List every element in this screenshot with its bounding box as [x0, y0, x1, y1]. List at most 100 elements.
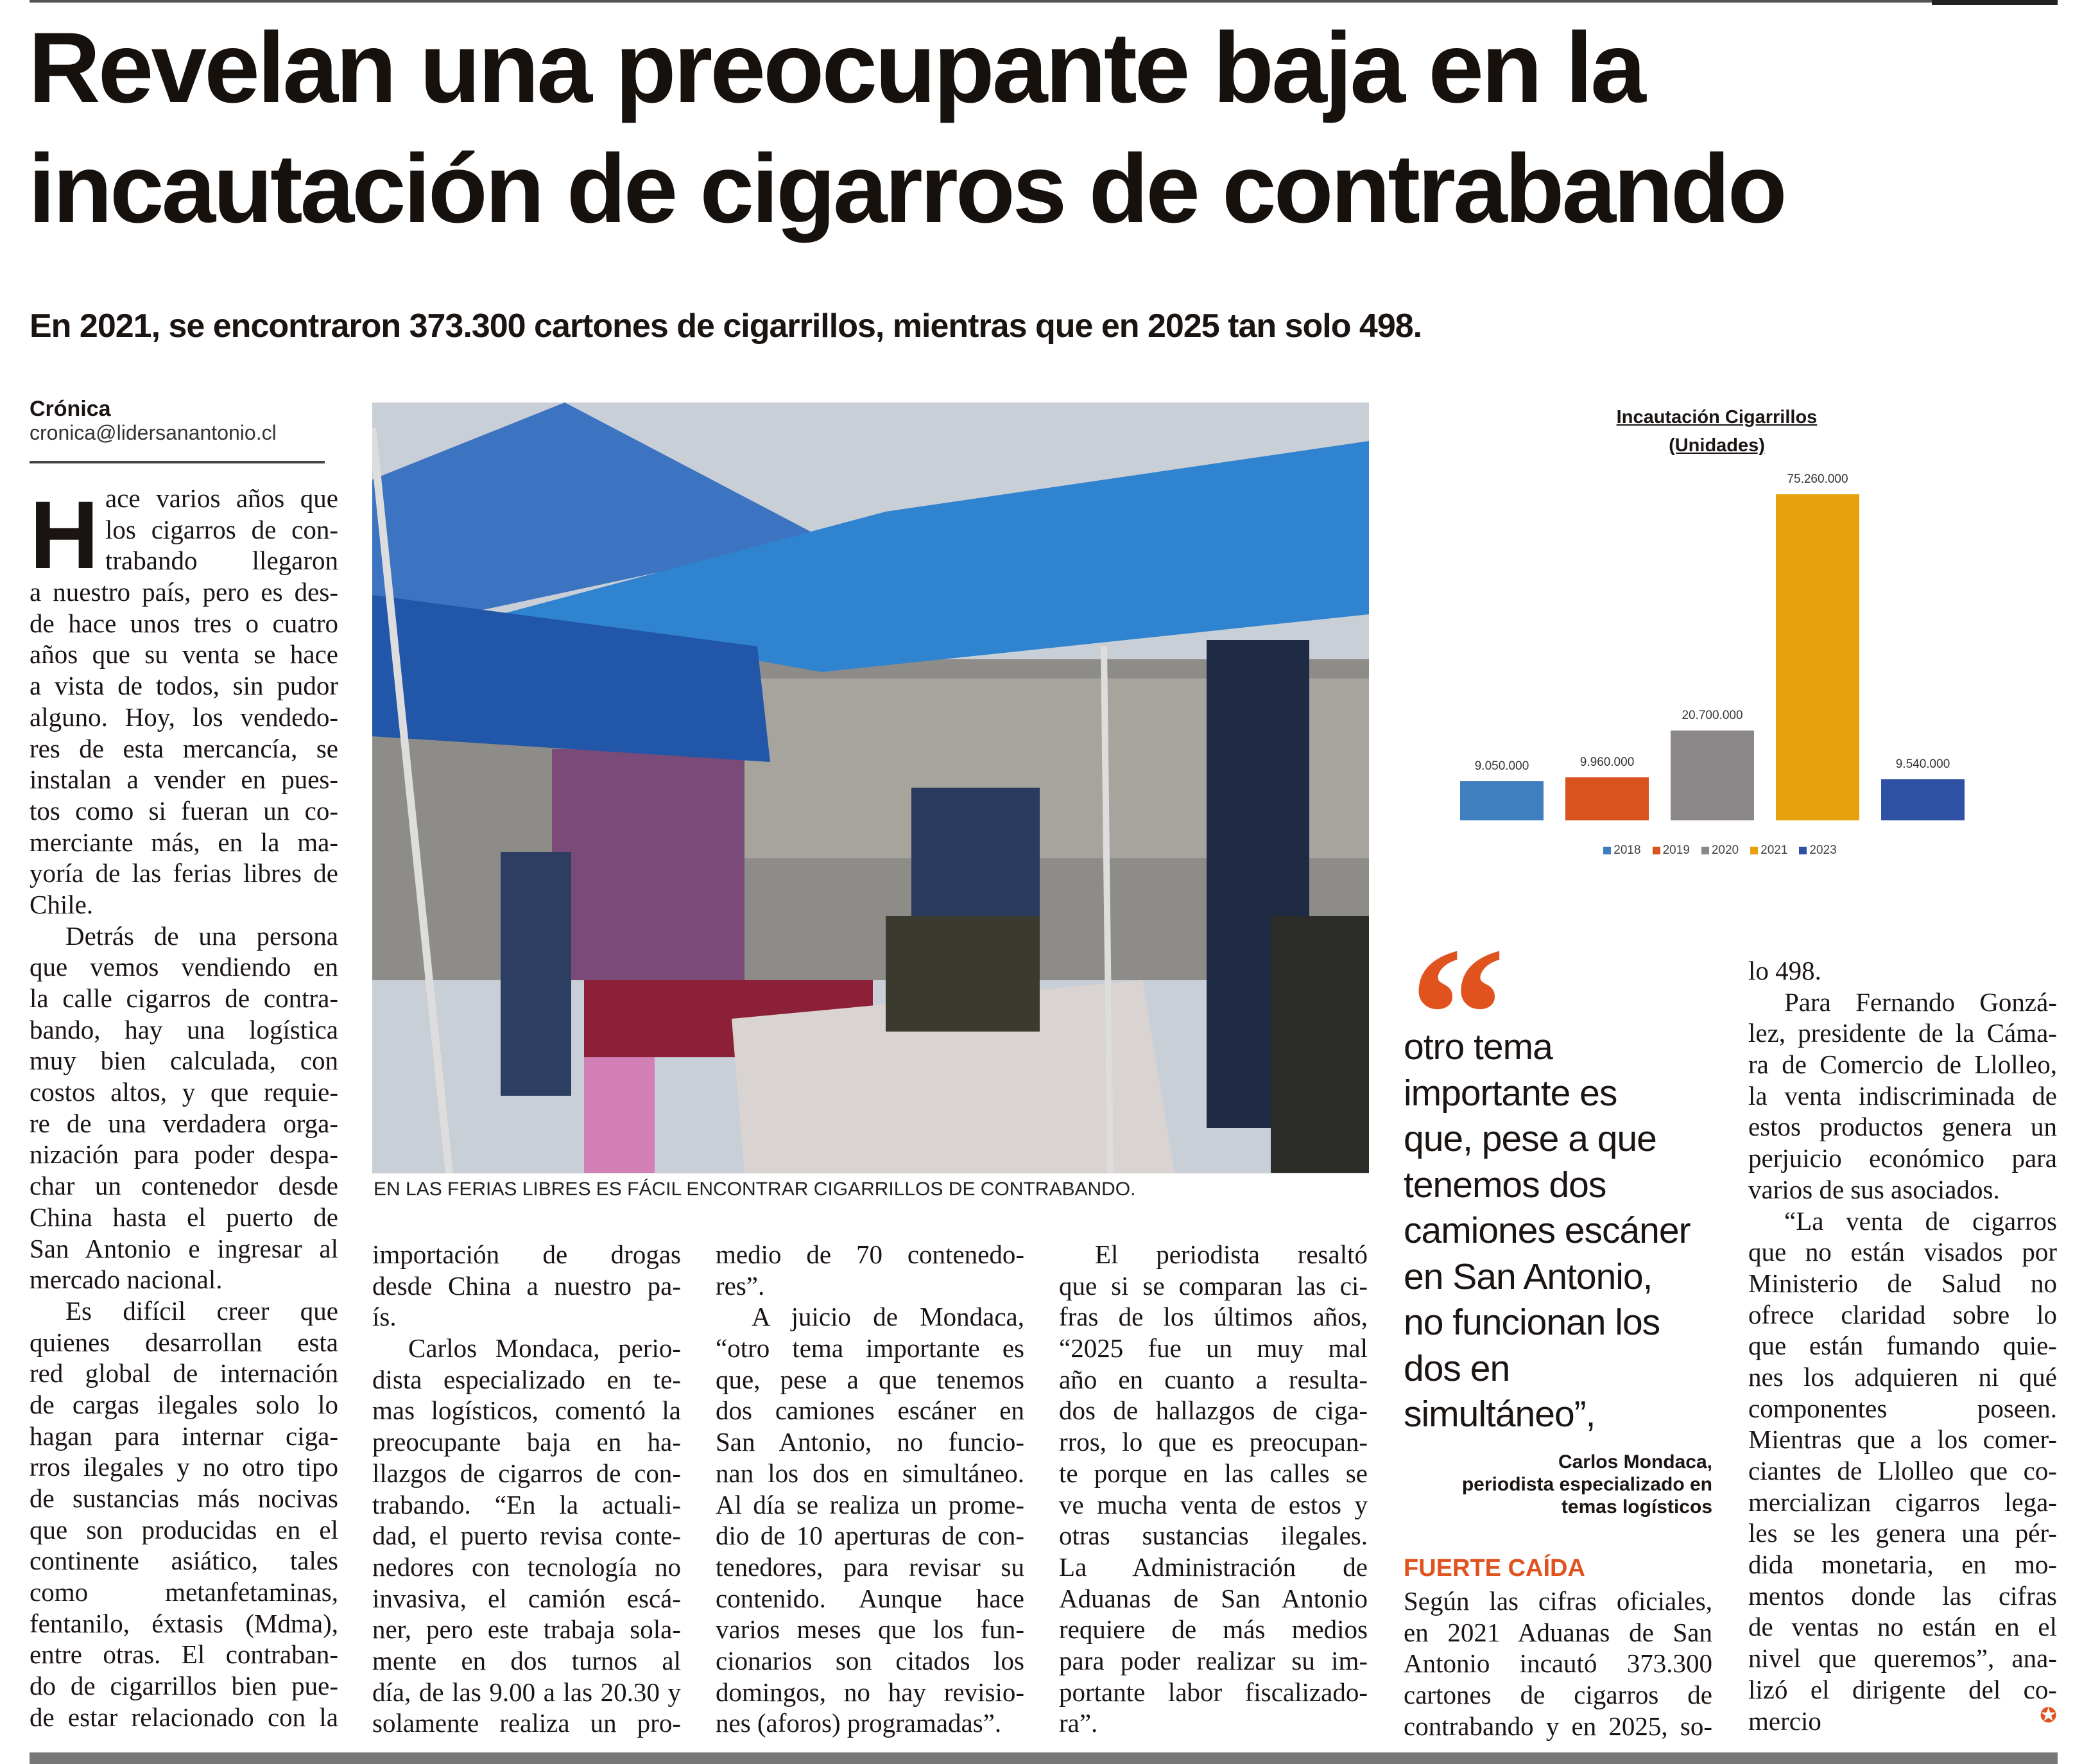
bar-2018 [1460, 781, 1544, 820]
text-line: cionarios son citados los [716, 1645, 1024, 1675]
pull-quote-line: camiones escáner [1404, 1210, 1691, 1251]
text-line: res”. [716, 1270, 765, 1301]
pull-quote-attribution: Carlos Mondaca, periodista especializado … [1404, 1451, 1712, 1518]
text-line: alguno. Hoy, los vendedo- [30, 702, 338, 732]
text-line: de sustancias más nocivas [30, 1483, 338, 1513]
text-line: costos altos, y que requie- [30, 1077, 338, 1107]
text-line: de ventas no están en el [1748, 1612, 2057, 1642]
text-line: mercado nacional. [30, 1265, 223, 1295]
text-line: la calle cigarros de contra- [30, 983, 338, 1013]
text-line: llazgos de cigarros de con- [372, 1458, 681, 1488]
text-line: mas logísticos, comentó la [372, 1396, 681, 1426]
text-line: estos productos genera un [1748, 1112, 2057, 1142]
legend-item-2023: 2023 [1799, 843, 1837, 858]
byline-email[interactable]: cronica@lidersanantonio.cl [30, 421, 277, 444]
text-line: invasiva, el camión escá- [372, 1583, 681, 1613]
text-line: otras sustancias ilegales. [1059, 1521, 1368, 1551]
text-line: mercializan cigarros lega- [1748, 1487, 2057, 1517]
text-line: de hace unos tres o cuatro [30, 608, 338, 638]
text-line: para poder realizar su im- [1059, 1645, 1368, 1675]
text-line: solamente realiza un pro- [372, 1708, 681, 1738]
legend-item-2020: 2020 [1701, 843, 1739, 858]
text-line: San Antonio e ingresar al [30, 1233, 338, 1263]
text-line: componentes poseen. [1748, 1393, 2057, 1423]
legend-label: 2021 [1760, 843, 1788, 857]
text-line: San Antonio, no funcio- [716, 1427, 1024, 1457]
text-line: dio de 10 aperturas de con- [716, 1521, 1024, 1551]
text-line: tenedores, para revisar su [716, 1552, 1024, 1582]
text-line: en 2021 Aduanas de San [1404, 1617, 1712, 1647]
text-line: “La venta de cigarros [1784, 1206, 2057, 1236]
text-line: muy bien calculada, con [30, 1046, 338, 1076]
attribution-line: Carlos Mondaca, [1558, 1451, 1712, 1473]
bar-value-label: 75.260.000 [1787, 472, 1848, 486]
pull-quote-line: que, pese a que [1404, 1118, 1657, 1159]
text-line: fras de los últimos años, [1059, 1302, 1368, 1332]
article-column-3: medio de 70 contenedo-res”. A juicio de M… [716, 1239, 1024, 1739]
text-line: re de una verdadera orga- [30, 1108, 338, 1138]
text-line: do de cigarrillos bien pue- [30, 1671, 338, 1701]
bar-value-label: 9.050.000 [1474, 759, 1529, 773]
article-column-1: ace varios años que los cigarros de con-t… [30, 483, 338, 1733]
text-line: los cigarros de con- [105, 514, 338, 544]
bar-value-label: 20.700.000 [1682, 709, 1743, 723]
text-line: China hasta el puerto de [30, 1202, 338, 1232]
pull-quote-line: simultáneo”, [1404, 1394, 1596, 1435]
text-line: char un contenedor desde [30, 1171, 338, 1201]
text-line: importación de drogas [372, 1240, 681, 1269]
subhead: FUERTE CAÍDA [1404, 1555, 1585, 1582]
text-line: año en cuanto a resulta- [1059, 1364, 1368, 1394]
text-line: El periodista resaltó [1095, 1240, 1368, 1269]
text-line: yoría de las ferias libres de [30, 858, 338, 888]
legend-label: 2018 [1613, 843, 1641, 857]
headline-line-2: incautación de cigarros de contrabando [28, 134, 1787, 243]
legend-swatch [1603, 847, 1612, 854]
text-line: bando, hay una logística [30, 1014, 338, 1044]
text-line: Mientras que a los comer- [1748, 1424, 2057, 1455]
top-rule-accent [1932, 0, 2058, 5]
text-line: Para Fernando Gonzá- [1784, 987, 2057, 1017]
text-line: Carlos Mondaca, perio- [408, 1333, 681, 1363]
legend-swatch [1652, 847, 1660, 854]
photo-illustration [372, 402, 1369, 1173]
text-line: que, pese a que tenemos [716, 1364, 1024, 1394]
text-line: Es difícil creer que [65, 1295, 338, 1326]
text-line: dos camiones escáner en [716, 1396, 1024, 1426]
legend-item-2021: 2021 [1750, 843, 1787, 858]
legend-label: 2019 [1662, 843, 1690, 857]
text-line: portante labor fiscalizado- [1059, 1677, 1368, 1707]
text-line: Antonio incautó 373.300 [1404, 1648, 1712, 1679]
text-line: medio de 70 contenedo- [716, 1240, 1024, 1269]
text-line: ís. [372, 1302, 397, 1332]
text-line: como metanfetaminas, [30, 1577, 338, 1607]
text-line: Detrás de una persona [65, 921, 338, 951]
text-line: día, de las 9.00 a las 20.30 y [372, 1677, 681, 1707]
text-line: varios de sus asociados. [1748, 1174, 2000, 1204]
text-line: Según las cifras oficiales, [1404, 1586, 1712, 1616]
chart-legend: 2018 2019 2020 2021 2023 [1431, 843, 2009, 858]
pull-quote: otro tema importante es que, pese a que ten… [1404, 1025, 1691, 1438]
chart-title-line-1: Incautación Cigarrillos [1616, 407, 1818, 428]
byline-rule [30, 461, 325, 463]
text-line: de cargas ilegales solo lo [30, 1389, 338, 1419]
text-line: que son producidas en el [30, 1514, 338, 1544]
pull-quote-line: tenemos dos [1404, 1164, 1606, 1206]
end-mark-icon: ✪ [2040, 1703, 2057, 1728]
text-line: entre otras. El contraban- [30, 1639, 338, 1670]
bar-2021 [1776, 494, 1859, 820]
text-line: hagan para internar ciga- [30, 1421, 338, 1451]
text-line: merciante más, en la ma- [30, 827, 338, 857]
quote-mark-icon: “ [1409, 918, 1506, 1027]
text-line: dad, el puerto revisa conte- [372, 1521, 681, 1551]
article-column-5: Según las cifras oficiales, en 2021 Aduan… [1404, 1586, 1712, 1742]
photo-caption: EN LAS FERIAS LIBRES ES FÁCIL ENCONTRAR … [374, 1179, 1136, 1200]
text-line: contrabando y en 2025, so- [1404, 1711, 1712, 1741]
text-line: nan los dos en simultáneo. [716, 1458, 1024, 1488]
text-line: Chile. [30, 889, 94, 919]
text-line: que si se comparan las ci- [1059, 1270, 1368, 1301]
text-line: La Administración de [1059, 1552, 1368, 1582]
text-line: Aduanas de San Antonio [1059, 1583, 1368, 1613]
text-line: domingos, no hay revisio- [716, 1677, 1024, 1707]
bar-2023 [1881, 779, 1965, 820]
subtitle: En 2021, se encontraron 373.300 cartones… [30, 307, 1422, 345]
